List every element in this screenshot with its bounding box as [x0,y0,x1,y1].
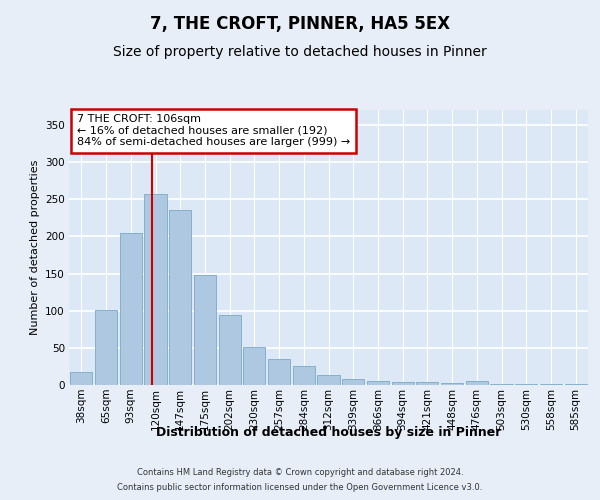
Text: Contains HM Land Registry data © Crown copyright and database right 2024.: Contains HM Land Registry data © Crown c… [137,468,463,477]
Bar [515,384,538,385]
Bar [342,379,364,385]
Bar [540,384,562,385]
Bar [194,275,216,385]
Text: Distribution of detached houses by size in Pinner: Distribution of detached houses by size … [156,426,502,439]
Text: 7, THE CROFT, PINNER, HA5 5EX: 7, THE CROFT, PINNER, HA5 5EX [150,15,450,33]
Bar [95,310,117,385]
Bar [218,315,241,385]
Bar [119,232,142,385]
Bar [392,382,414,385]
Text: Contains public sector information licensed under the Open Government Licence v3: Contains public sector information licen… [118,483,482,492]
Bar [490,384,512,385]
Text: 7 THE CROFT: 106sqm
← 16% of detached houses are smaller (192)
84% of semi-detac: 7 THE CROFT: 106sqm ← 16% of detached ho… [77,114,350,148]
Bar [565,384,587,385]
Bar [243,347,265,385]
Bar [268,359,290,385]
Bar [367,380,389,385]
Text: Size of property relative to detached houses in Pinner: Size of property relative to detached ho… [113,45,487,59]
Bar [317,376,340,385]
Bar [145,194,167,385]
Bar [466,382,488,385]
Bar [416,382,439,385]
Bar [441,383,463,385]
Bar [70,372,92,385]
Bar [293,366,315,385]
Y-axis label: Number of detached properties: Number of detached properties [29,160,40,335]
Bar [169,210,191,385]
